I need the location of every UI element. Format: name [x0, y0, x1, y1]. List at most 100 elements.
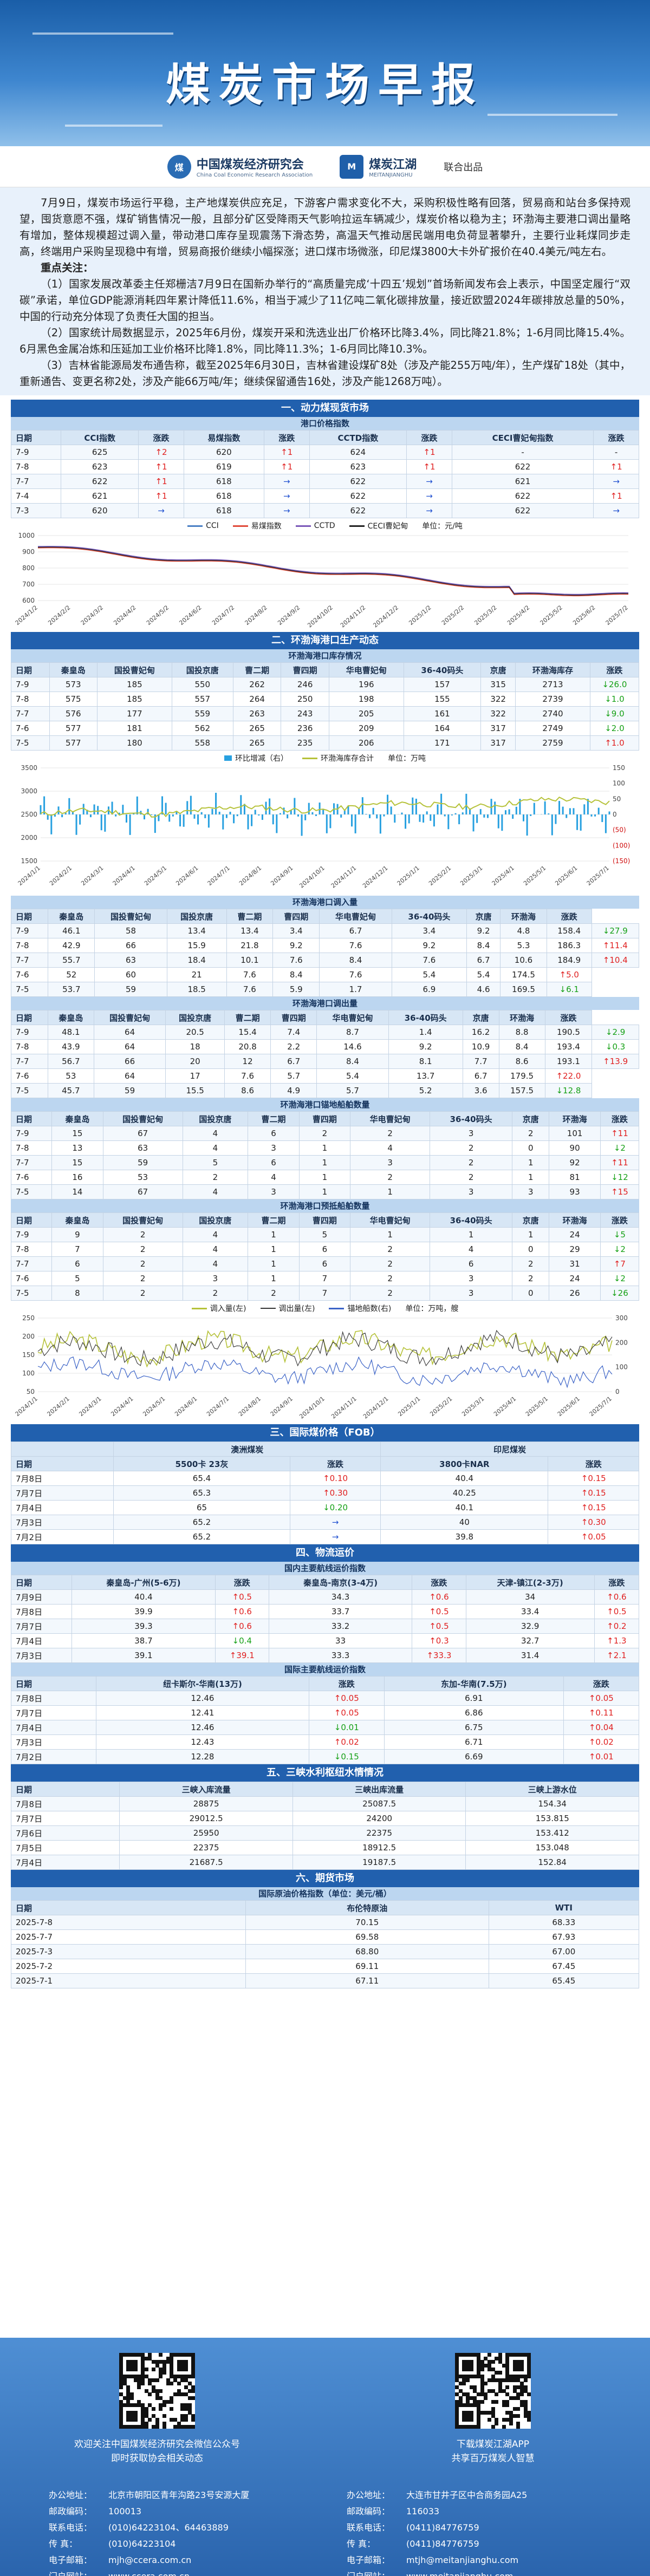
expected-cell: 7-8 — [10, 1242, 53, 1257]
price-chart-x-tick: 2025/1/2 — [407, 604, 432, 627]
anchor-header: 国投曹妃甸 — [102, 1111, 183, 1126]
stock-change-bar — [161, 796, 164, 814]
stock-change-bar — [247, 814, 249, 830]
outbound-cell: 7-7 — [11, 1054, 48, 1069]
flow-chart-y2-tick: 300 — [615, 1314, 628, 1322]
port-stock-cell: 196 — [328, 677, 404, 692]
price-chart-x-tick: 2024/5/2 — [145, 604, 170, 627]
three-gorges-cell: 24200 — [292, 1811, 466, 1826]
port-index-cell: 625 — [61, 445, 139, 460]
port-index-header: 易煤指数 — [183, 430, 264, 445]
outbound-cell: 20.5 — [165, 1025, 225, 1040]
domestic-freight-cell: 39.9 — [72, 1604, 216, 1619]
stock-change-bar — [276, 814, 278, 833]
domestic-freight-cell: 38.7 — [72, 1633, 216, 1648]
logo-band: 煤 中国煤炭经济研究会 China Coal Economic Research… — [0, 146, 650, 187]
stock-change-bar — [608, 811, 610, 814]
expected-cell: 7 — [298, 1286, 351, 1301]
port-stock-header: 国投曹妃甸 — [97, 662, 172, 677]
stock-change-bar — [147, 808, 149, 814]
anchor-cell: 1 — [298, 1140, 351, 1156]
expected-cell: 2 — [248, 1286, 300, 1301]
three-gorges-cell: 154.34 — [465, 1796, 639, 1811]
stock-chart-x-tick: 2025/2/1 — [427, 864, 452, 887]
intl-price-cell: 7月2日 — [10, 1529, 114, 1544]
port-index-row: 7-3 620 → 618 → 622 → 622 → — [10, 503, 639, 518]
expected-header: 曹二期 — [248, 1212, 300, 1228]
port-stock-row: 7-9 573 185 550 262 246 196 157 315 2713 ↓26.0 — [11, 677, 640, 692]
outbound-cell: 56.7 — [47, 1054, 94, 1069]
domestic-freight-cell: 39.1 — [72, 1648, 216, 1663]
outbound-cell: 6.7 — [270, 1054, 317, 1069]
intl-price-cell: 40 — [380, 1515, 549, 1530]
port-index-cell: 7-7 — [10, 474, 62, 489]
flow-chart-x-tick: 2024/7/1 — [205, 1395, 230, 1418]
stock-change-bar — [383, 814, 385, 817]
three-gorges-header: 三峡上游水位 — [465, 1782, 639, 1797]
three-gorges-cell: 7月6日 — [10, 1825, 120, 1841]
port-stock-cell: 2739 — [515, 692, 590, 707]
stock-change-bar — [207, 814, 210, 828]
outbound-cell: ↓0.3 — [592, 1039, 639, 1054]
domestic-freight-cell: ↑0.5 — [214, 1589, 269, 1605]
anchor-cell: 2 — [350, 1170, 431, 1185]
mtjh-contact-key: 电子邮箱： — [347, 2555, 391, 2565]
domestic-freight-cell: ↑0.6 — [214, 1604, 269, 1619]
flow-chart-x-tick: 2025/7/1 — [588, 1395, 613, 1418]
stock-change-bar — [430, 814, 432, 821]
port-stock-header: 环渤海库存 — [515, 662, 590, 677]
price-chart-unit: 单位：元/吨 — [422, 522, 463, 531]
stock-change-bar — [465, 793, 467, 814]
ccera-name: 中国煤炭经济研究会 — [196, 158, 304, 172]
intl-freight-cell: 7月4日 — [10, 1720, 97, 1735]
outbound-cell: 190.5 — [544, 1025, 593, 1040]
ccera-qr-code[interactable] — [119, 2353, 196, 2429]
port-index-header: 涨跌 — [263, 430, 310, 445]
stock-change-bar — [372, 807, 374, 814]
intl-freight-cell: ↑0.11 — [563, 1705, 640, 1720]
anchor-header: 京唐 — [512, 1111, 550, 1126]
port-index-cell: 622 — [309, 503, 407, 518]
expected-cell: 24 — [549, 1227, 601, 1242]
three-gorges-cell: 7月8日 — [10, 1796, 120, 1811]
port-index-cell: ↑2 — [138, 445, 184, 460]
outbound-cell: 7.4 — [270, 1025, 317, 1040]
stock-change-bar — [158, 814, 160, 821]
inbound-cell: 7.6 — [391, 953, 467, 968]
domestic-freight-cell: ↑2.1 — [594, 1648, 640, 1663]
inbound-cell: 184.9 — [546, 953, 592, 968]
price-line-cci — [37, 546, 629, 596]
port-index-row: 7-9 625 ↑2 620 ↑1 624 ↑1- - — [10, 445, 639, 460]
outbound-cell: 6.7 — [462, 1068, 499, 1084]
anchor-cell: 1 — [512, 1170, 550, 1185]
intl-group-header: 印尼煤炭 — [380, 1442, 639, 1457]
ccera-contact-value: 北京市朝阳区青年沟路23号安源大厦 — [108, 2490, 250, 2500]
port-stock-cell: 198 — [328, 692, 404, 707]
outbound-cell: 7.7 — [462, 1054, 499, 1069]
port-stock-cell: 2749 — [515, 721, 590, 736]
inbound-cell: 6.9 — [391, 982, 467, 997]
intl-price-cell: → — [289, 1515, 381, 1530]
inbound-cell: 169.5 — [500, 982, 547, 997]
price-line-ceci — [37, 546, 629, 596]
stock-chart-x-tick: 2025/1/1 — [396, 864, 421, 887]
intl-freight-cell: 7月3日 — [10, 1734, 97, 1750]
domestic-freight-header: 天津-镇江(2-3万) — [465, 1575, 595, 1590]
domestic-freight-cell: 34.3 — [268, 1589, 413, 1605]
mtjh-sub: MEITANJIANGHU — [369, 172, 413, 178]
inbound-header: 曹二期 — [226, 909, 274, 924]
intl-price-cell: 65.3 — [113, 1485, 290, 1501]
stock-chart-y2-tick: 100 — [613, 780, 625, 787]
stock-change-bar — [573, 808, 575, 814]
flow-chart-unit: 单位：万吨，艘 — [405, 1305, 459, 1313]
port-index-cell: 622 — [309, 488, 407, 504]
mtjh-qr-code[interactable] — [455, 2353, 531, 2429]
outbound-cell: 59 — [93, 1083, 166, 1098]
ccera-emblem-icon: 煤 — [167, 154, 191, 179]
anchor-header: 秦皇岛 — [51, 1111, 103, 1126]
outbound-cell: 66 — [93, 1054, 166, 1069]
intl-price-cell: ↑0.15 — [548, 1471, 639, 1486]
anchor-cell: 15 — [51, 1126, 103, 1141]
port-index-cell: 622 — [309, 474, 407, 489]
outbound-cell: 8.4 — [316, 1054, 389, 1069]
